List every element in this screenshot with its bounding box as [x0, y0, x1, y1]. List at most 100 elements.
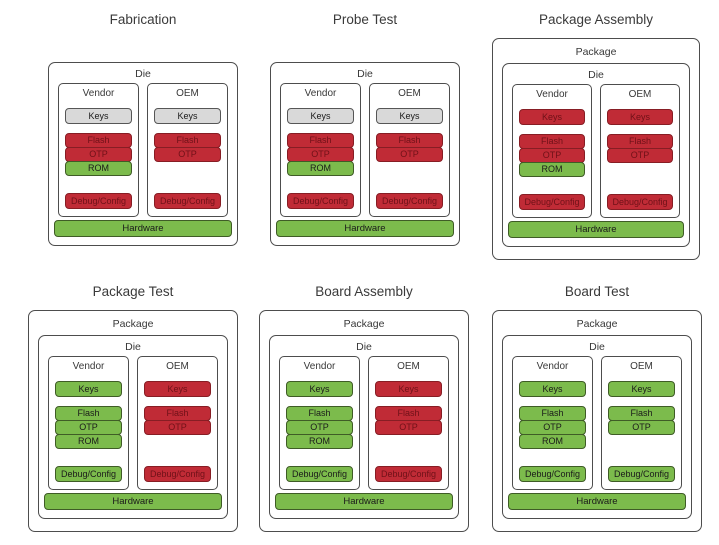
- oem-box: OEM Keys Flash OTP Debug/Config: [368, 356, 449, 490]
- memory-group: Flash OTP: [148, 133, 227, 162]
- block-otp: OTP: [287, 147, 354, 162]
- vendor-label: Vendor: [304, 88, 337, 99]
- hardware-bar: Hardware: [276, 220, 454, 237]
- block-flash: Flash: [519, 134, 585, 149]
- vendor-box: Vendor Keys Flash OTP ROM Debug/Config: [280, 83, 361, 217]
- memory-group: Flash OTP ROM: [281, 133, 360, 176]
- columns-row: Vendor Keys Flash OTP ROM Debug/Config OEM Keys…: [280, 83, 450, 217]
- block-keys: Keys: [55, 381, 122, 397]
- block-keys: Keys: [608, 381, 675, 397]
- block-keys: Keys: [286, 381, 353, 397]
- block-flash: Flash: [65, 133, 132, 148]
- block-keys: Keys: [607, 109, 673, 125]
- memory-group: Flash OTP: [370, 133, 449, 162]
- oem-box: OEM Keys Flash OTP Debug/Config: [600, 84, 680, 218]
- oem-box: OEM Keys Flash OTP Debug/Config: [137, 356, 218, 490]
- block-flash: Flash: [144, 406, 211, 421]
- block-keys: Keys: [376, 108, 443, 124]
- vendor-box: Vendor Keys Flash OTP ROM Debug/Config: [279, 356, 360, 490]
- package-box: Package Die Vendor Keys Flash OTP ROM Debug/Con…: [492, 38, 700, 260]
- hardware-bar: Hardware: [275, 493, 453, 510]
- memory-group: Flash OTP: [601, 134, 679, 163]
- columns-row: Vendor Keys Flash OTP ROM Debug/Config OEM Keys…: [512, 84, 680, 218]
- block-debug-config: Debug/Config: [286, 466, 353, 482]
- block-debug-config: Debug/Config: [608, 466, 675, 482]
- package-label: Package: [112, 318, 154, 330]
- stage-board-test: Board Test Package Die Vendor Keys Flash OTP RO…: [492, 284, 702, 532]
- hardware-bar: Hardware: [508, 493, 686, 510]
- oem-label: OEM: [397, 361, 420, 372]
- stage-title: Package Test: [92, 284, 174, 299]
- block-keys: Keys: [154, 108, 221, 124]
- block-rom: ROM: [286, 434, 353, 449]
- oem-label: OEM: [628, 89, 652, 100]
- die-label: Die: [125, 341, 141, 353]
- stage-fabrication: Fabrication Die Vendor Keys Flash OTP ROM Debug…: [48, 12, 238, 246]
- columns-row: Vendor Keys Flash OTP ROM Debug/Config OEM Keys…: [512, 356, 682, 490]
- package-box: Package Die Vendor Keys Flash OTP ROM Debug/Con…: [28, 310, 238, 532]
- vendor-box: Vendor Keys Flash OTP ROM Debug/Config: [48, 356, 129, 490]
- block-rom: ROM: [519, 162, 585, 177]
- memory-group: Flash OTP ROM: [280, 406, 359, 449]
- memory-group: Flash OTP ROM: [49, 406, 128, 449]
- stage-package-test: Package Test Package Die Vendor Keys Flash OTP…: [28, 284, 238, 532]
- vendor-label: Vendor: [536, 89, 568, 100]
- package-label: Package: [576, 318, 618, 330]
- die-box: Die Vendor Keys Flash OTP ROM Debug/Config OEM K…: [48, 62, 238, 246]
- block-debug-config: Debug/Config: [519, 194, 585, 210]
- block-keys: Keys: [65, 108, 132, 124]
- memory-group: Flash OTP ROM: [59, 133, 138, 176]
- block-flash: Flash: [287, 133, 354, 148]
- die-label: Die: [589, 341, 605, 353]
- block-flash: Flash: [55, 406, 122, 421]
- stage-title: Probe Test: [332, 12, 398, 27]
- block-otp: OTP: [65, 147, 132, 162]
- package-box: Package Die Vendor Keys Flash OTP ROM Debug/Con…: [492, 310, 702, 532]
- stage-title: Board Assembly: [315, 284, 413, 299]
- block-otp: OTP: [144, 420, 211, 435]
- block-debug-config: Debug/Config: [65, 193, 132, 209]
- block-keys: Keys: [144, 381, 211, 397]
- oem-label: OEM: [166, 361, 189, 372]
- hardware-bar: Hardware: [44, 493, 222, 510]
- block-flash: Flash: [154, 133, 221, 148]
- vendor-label: Vendor: [82, 88, 115, 99]
- vendor-label: Vendor: [536, 361, 569, 372]
- block-debug-config: Debug/Config: [55, 466, 122, 482]
- vendor-label: Vendor: [303, 361, 336, 372]
- oem-box: OEM Keys Flash OTP Debug/Config: [369, 83, 450, 217]
- oem-box: OEM Keys Flash OTP Debug/Config: [601, 356, 682, 490]
- package-label: Package: [575, 46, 617, 58]
- columns-row: Vendor Keys Flash OTP ROM Debug/Config OEM Keys…: [58, 83, 228, 217]
- block-keys: Keys: [519, 109, 585, 125]
- columns-row: Vendor Keys Flash OTP ROM Debug/Config OEM Keys…: [279, 356, 449, 490]
- hardware-bar: Hardware: [508, 221, 684, 238]
- die-box: Die Vendor Keys Flash OTP ROM Debug/Config OEM K…: [270, 62, 460, 246]
- die-label: Die: [135, 68, 151, 80]
- block-otp: OTP: [154, 147, 221, 162]
- block-rom: ROM: [65, 161, 132, 176]
- block-otp: OTP: [375, 420, 442, 435]
- die-label: Die: [356, 341, 372, 353]
- block-debug-config: Debug/Config: [607, 194, 673, 210]
- oem-box: OEM Keys Flash OTP Debug/Config: [147, 83, 228, 217]
- stage-title: Fabrication: [109, 12, 177, 27]
- block-otp: OTP: [376, 147, 443, 162]
- block-otp: OTP: [608, 420, 675, 435]
- die-box: Die Vendor Keys Flash OTP ROM Debug/Config OEM K…: [502, 63, 690, 247]
- oem-label: OEM: [630, 361, 653, 372]
- stage-title: Package Assembly: [538, 12, 654, 27]
- stage-board-assembly: Board Assembly Package Die Vendor Keys Flash O…: [259, 284, 469, 532]
- stage-package-assembly: Package Assembly Package Die Vendor Keys Flas…: [492, 12, 700, 260]
- block-flash: Flash: [607, 134, 673, 149]
- block-flash: Flash: [376, 133, 443, 148]
- hardware-bar: Hardware: [54, 220, 232, 237]
- block-debug-config: Debug/Config: [154, 193, 221, 209]
- block-rom: ROM: [287, 161, 354, 176]
- block-otp: OTP: [55, 420, 122, 435]
- die-box: Die Vendor Keys Flash OTP ROM Debug/Config OEM K…: [38, 335, 228, 519]
- block-rom: ROM: [55, 434, 122, 449]
- block-keys: Keys: [287, 108, 354, 124]
- block-otp: OTP: [607, 148, 673, 163]
- block-flash: Flash: [519, 406, 586, 421]
